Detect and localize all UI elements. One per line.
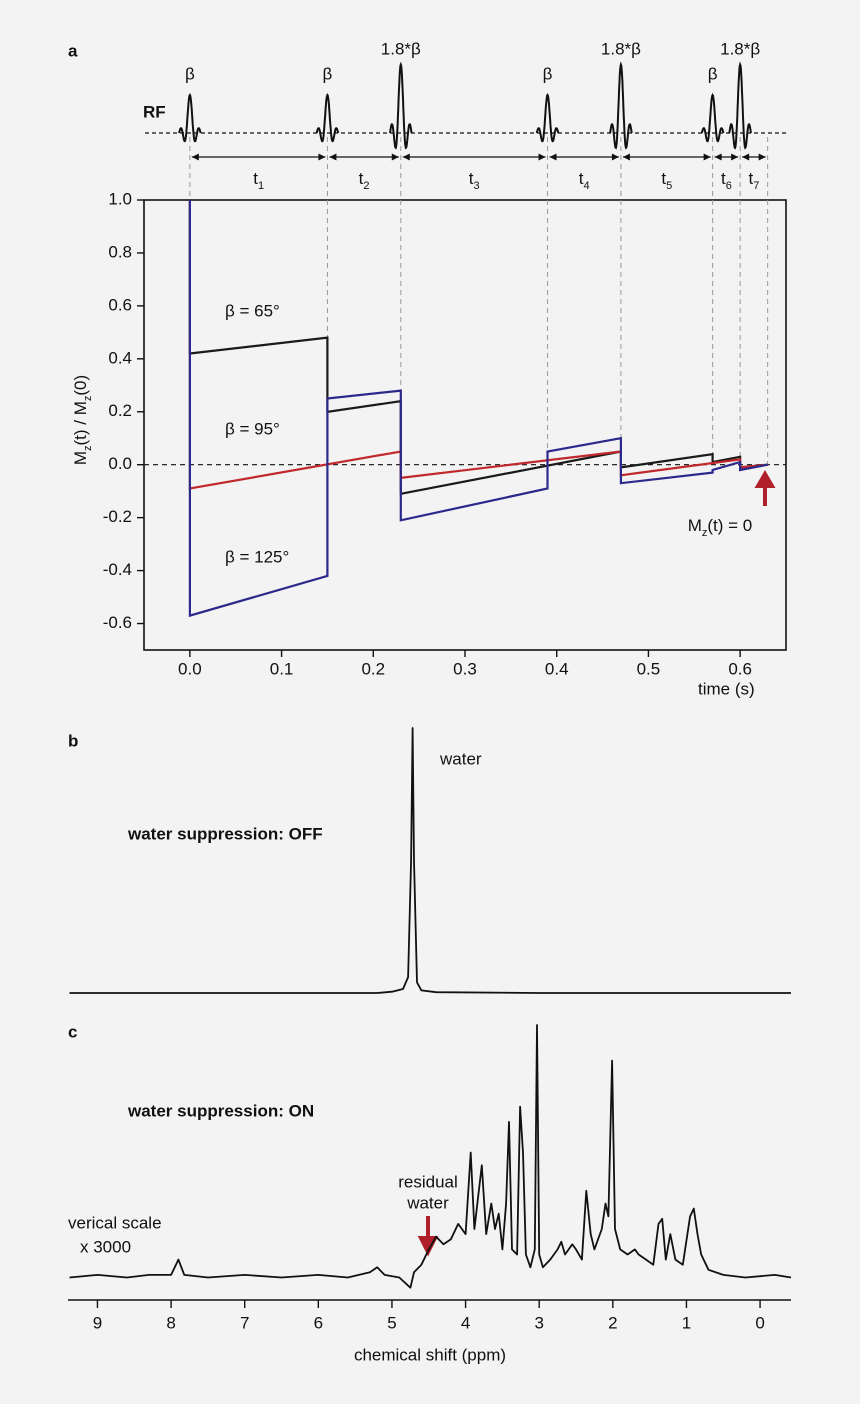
y-axis-label-part: (0) [71, 375, 90, 396]
annotation-part: M [688, 516, 702, 535]
rf-pulse [389, 61, 413, 150]
interval-arrow [329, 153, 399, 161]
spectrum-line [69, 1024, 792, 1289]
y-tick-label: -0.6 [103, 613, 132, 632]
y-axis-label: Mz(t) / Mz(0) [71, 375, 93, 465]
y-tick-label: 0.6 [108, 295, 132, 314]
interval-label-part: t [469, 169, 474, 188]
interval-label-part: t [661, 169, 666, 188]
interval-label: t4 [579, 169, 590, 191]
annotation: water [439, 749, 482, 768]
y-tick-label: -0.2 [103, 507, 132, 526]
spectrum-line [69, 727, 791, 994]
x-tick-label: 0.4 [545, 659, 569, 678]
interval-label: t1 [253, 169, 264, 191]
interval-label-part: 5 [666, 180, 672, 192]
y-tick-label: 0.2 [108, 401, 132, 420]
series-label: β = 125° [225, 547, 289, 566]
pulse-label: β [708, 64, 718, 83]
panel-label: c [68, 1022, 77, 1041]
annotation-part: (t) = 0 [707, 516, 752, 535]
arrow [754, 470, 776, 506]
series-line [188, 200, 768, 618]
y-axis-label-part: z [82, 446, 94, 452]
interval-label: t6 [721, 169, 732, 191]
interval-label-part: t [253, 169, 258, 188]
panel-label: b [68, 731, 78, 750]
interval-label-part: t [721, 169, 726, 188]
rf-pulse [728, 61, 752, 150]
interval-arrow [742, 153, 766, 161]
rf-pulse [315, 93, 340, 143]
annotation: water suppression: OFF [127, 824, 323, 843]
interval-label-part: 7 [753, 180, 759, 192]
interval-label-part: t [359, 169, 364, 188]
interval-label: t7 [748, 169, 759, 191]
annotation: residual [398, 1172, 458, 1191]
interval-label-part: 2 [363, 180, 369, 192]
y-tick-label: -0.4 [103, 560, 132, 579]
y-axis-label-part: M [71, 451, 90, 465]
x-tick-label: 6 [314, 1313, 323, 1332]
annotation-part: z [702, 527, 708, 539]
x-tick-label: 0.6 [728, 659, 752, 678]
x-tick-label: 4 [461, 1313, 470, 1332]
pulse-label: β [185, 64, 195, 83]
x-tick-label: 0.0 [178, 659, 202, 678]
annotation: Mz(t) = 0 [688, 516, 753, 538]
x-tick-label: 1 [682, 1313, 691, 1332]
x-axis-label: chemical shift (ppm) [354, 1345, 506, 1364]
y-tick-label: 0.4 [108, 348, 132, 367]
rf-pulse [535, 93, 560, 143]
annotation: verical scale [68, 1213, 162, 1232]
x-tick-label: 0.3 [453, 659, 477, 678]
rf-label: RF [143, 102, 166, 121]
panel-label: a [68, 41, 78, 60]
interval-arrow [714, 153, 739, 161]
pulse-label: β [323, 64, 333, 83]
pulse-label: 1.8*β [601, 39, 641, 58]
x-tick-label: 7 [240, 1313, 249, 1332]
x-tick-label: 0.1 [270, 659, 294, 678]
interval-label: t5 [661, 169, 672, 191]
x-tick-label: 2 [608, 1313, 617, 1332]
y-tick-label: 0.8 [108, 242, 132, 261]
y-axis-label-part: (t) / M [71, 401, 90, 445]
x-tick-label: 9 [93, 1313, 102, 1332]
interval-label-part: t [579, 169, 584, 188]
interval-label-part: 3 [473, 180, 479, 192]
pulse-label: 1.8*β [720, 39, 760, 58]
x-tick-label: 5 [387, 1313, 396, 1332]
rf-pulse [609, 61, 633, 150]
rf-pulse [700, 93, 725, 143]
annotation: x 3000 [80, 1237, 131, 1256]
y-tick-label: 1.0 [108, 189, 132, 208]
x-tick-label: 3 [534, 1313, 543, 1332]
interval-label-part: t [748, 169, 753, 188]
series-label: β = 95° [225, 419, 280, 438]
annotation: water suppression: ON [127, 1101, 314, 1120]
annotation: water [406, 1193, 449, 1212]
interval-label: t2 [359, 169, 370, 191]
interval-label: t3 [469, 169, 480, 191]
pulse-label: β [543, 64, 553, 83]
interval-label-part: 1 [258, 180, 264, 192]
interval-label-part: 6 [726, 180, 732, 192]
interval-label-part: 4 [584, 180, 590, 192]
y-tick-label: 0.0 [108, 454, 132, 473]
x-tick-label: 0 [755, 1313, 764, 1332]
rf-pulse [178, 93, 202, 143]
x-tick-label: 8 [166, 1313, 175, 1332]
pulse-label: 1.8*β [381, 39, 421, 58]
y-axis-label-part: z [82, 396, 94, 402]
x-axis-label: time (s) [698, 679, 755, 698]
interval-arrow [549, 153, 619, 161]
x-tick-label: 0.2 [361, 659, 385, 678]
x-tick-label: 0.5 [637, 659, 661, 678]
series-label: β = 65° [225, 301, 280, 320]
